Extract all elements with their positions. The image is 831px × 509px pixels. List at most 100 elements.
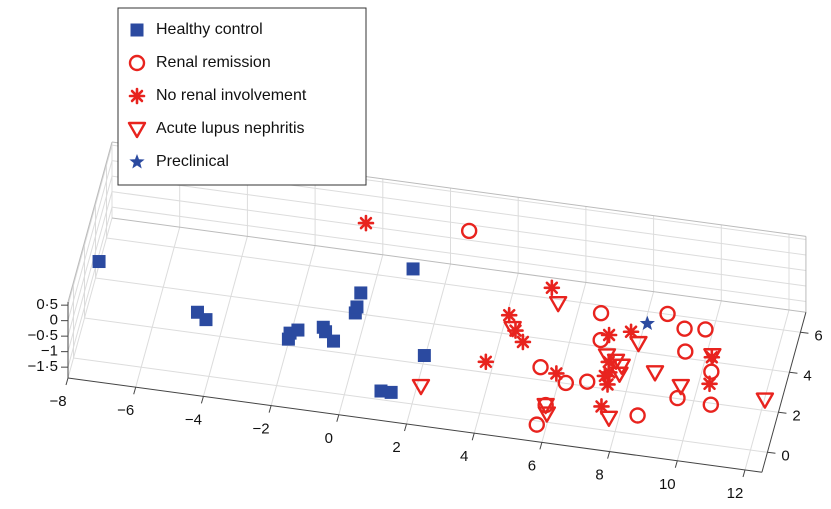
grid-line bbox=[338, 254, 384, 415]
grid-line bbox=[106, 237, 801, 333]
point bbox=[548, 365, 565, 382]
y-tick-label: 2 bbox=[792, 407, 800, 424]
point bbox=[543, 279, 561, 297]
point bbox=[702, 396, 720, 413]
point bbox=[548, 295, 568, 313]
legend-label: Preclinical bbox=[156, 153, 229, 170]
point bbox=[645, 365, 665, 382]
point bbox=[593, 398, 610, 415]
point bbox=[755, 392, 775, 409]
z-tick-label: 0 bbox=[50, 312, 58, 329]
grid-line bbox=[111, 206, 806, 302]
point bbox=[532, 358, 549, 376]
point bbox=[606, 353, 626, 371]
x-tick bbox=[674, 460, 678, 468]
point bbox=[703, 348, 722, 365]
point bbox=[503, 320, 522, 338]
legend-marker bbox=[128, 87, 146, 105]
point bbox=[601, 364, 618, 381]
point bbox=[417, 349, 431, 363]
point bbox=[599, 376, 616, 393]
grid-line bbox=[473, 273, 519, 434]
z-tick-label: −1·5 bbox=[28, 358, 58, 375]
x-tick bbox=[607, 451, 611, 459]
point bbox=[592, 331, 609, 349]
point bbox=[676, 320, 693, 337]
grid-line bbox=[67, 160, 113, 321]
point bbox=[639, 315, 655, 331]
point bbox=[610, 366, 629, 383]
point bbox=[600, 326, 618, 344]
point bbox=[671, 378, 691, 396]
grid-line bbox=[676, 300, 722, 461]
point bbox=[350, 300, 364, 314]
x-tick-label: −8 bbox=[49, 393, 66, 410]
point bbox=[537, 406, 557, 423]
grid-line bbox=[67, 191, 113, 352]
point bbox=[669, 389, 686, 407]
grid-line bbox=[406, 263, 451, 425]
x-tick-label: 4 bbox=[460, 448, 468, 465]
legend-label: No renal involvement bbox=[156, 87, 307, 104]
point bbox=[357, 214, 375, 232]
y-tick bbox=[767, 451, 776, 454]
x-tick bbox=[404, 423, 407, 432]
x-tick-label: 0 bbox=[325, 430, 333, 447]
z-tick-label: −0·5 bbox=[28, 327, 58, 344]
y-tick-label: 6 bbox=[814, 327, 822, 344]
x-tick-label: −2 bbox=[253, 421, 270, 438]
point bbox=[592, 304, 610, 322]
legend-marker bbox=[129, 154, 145, 169]
x-tick-label: 8 bbox=[595, 467, 603, 484]
box-edge bbox=[67, 141, 113, 303]
point bbox=[384, 385, 398, 399]
point bbox=[477, 353, 495, 371]
y-tick bbox=[789, 371, 798, 374]
legend-marker bbox=[130, 23, 144, 37]
grid-line bbox=[73, 357, 768, 453]
grid-line bbox=[202, 236, 248, 397]
legend-label: Healthy control bbox=[156, 21, 263, 38]
point bbox=[514, 333, 532, 351]
grid-line bbox=[95, 277, 790, 373]
x-tick bbox=[336, 414, 340, 422]
point bbox=[528, 416, 545, 433]
x-tick-label: −4 bbox=[185, 411, 202, 428]
point bbox=[92, 255, 106, 269]
y-tick bbox=[778, 411, 787, 414]
y-tick-label: 0 bbox=[781, 447, 789, 464]
z-tick-label: 0·5 bbox=[36, 296, 58, 313]
point bbox=[597, 348, 617, 365]
grid-line bbox=[111, 175, 806, 271]
x-tick bbox=[133, 387, 137, 395]
legend-label: Renal remission bbox=[156, 54, 271, 71]
x-tick-label: 12 bbox=[727, 485, 744, 502]
point bbox=[406, 262, 420, 276]
legend-marker bbox=[127, 121, 147, 139]
point bbox=[374, 384, 388, 398]
grid-line bbox=[135, 227, 181, 388]
grid-line bbox=[609, 291, 655, 452]
point bbox=[199, 313, 213, 327]
x-tick-label: 2 bbox=[392, 439, 400, 456]
x-tick bbox=[65, 377, 69, 386]
y-tick bbox=[800, 331, 809, 334]
point bbox=[411, 378, 431, 396]
x-tick-label: 10 bbox=[659, 476, 676, 493]
grid-line bbox=[84, 317, 779, 413]
x-tick bbox=[539, 442, 543, 450]
point bbox=[327, 334, 341, 348]
y-axis bbox=[761, 312, 807, 473]
point bbox=[629, 335, 648, 353]
x-tick bbox=[742, 469, 746, 478]
point bbox=[622, 323, 640, 341]
z-tick-label: −1 bbox=[41, 343, 58, 360]
grid-line bbox=[111, 191, 806, 287]
legend: Healthy control Renal remission No renal i… bbox=[117, 7, 367, 186]
x-axis bbox=[67, 377, 762, 473]
point bbox=[460, 222, 478, 240]
x-tick bbox=[471, 433, 475, 441]
grid-line bbox=[67, 145, 113, 306]
